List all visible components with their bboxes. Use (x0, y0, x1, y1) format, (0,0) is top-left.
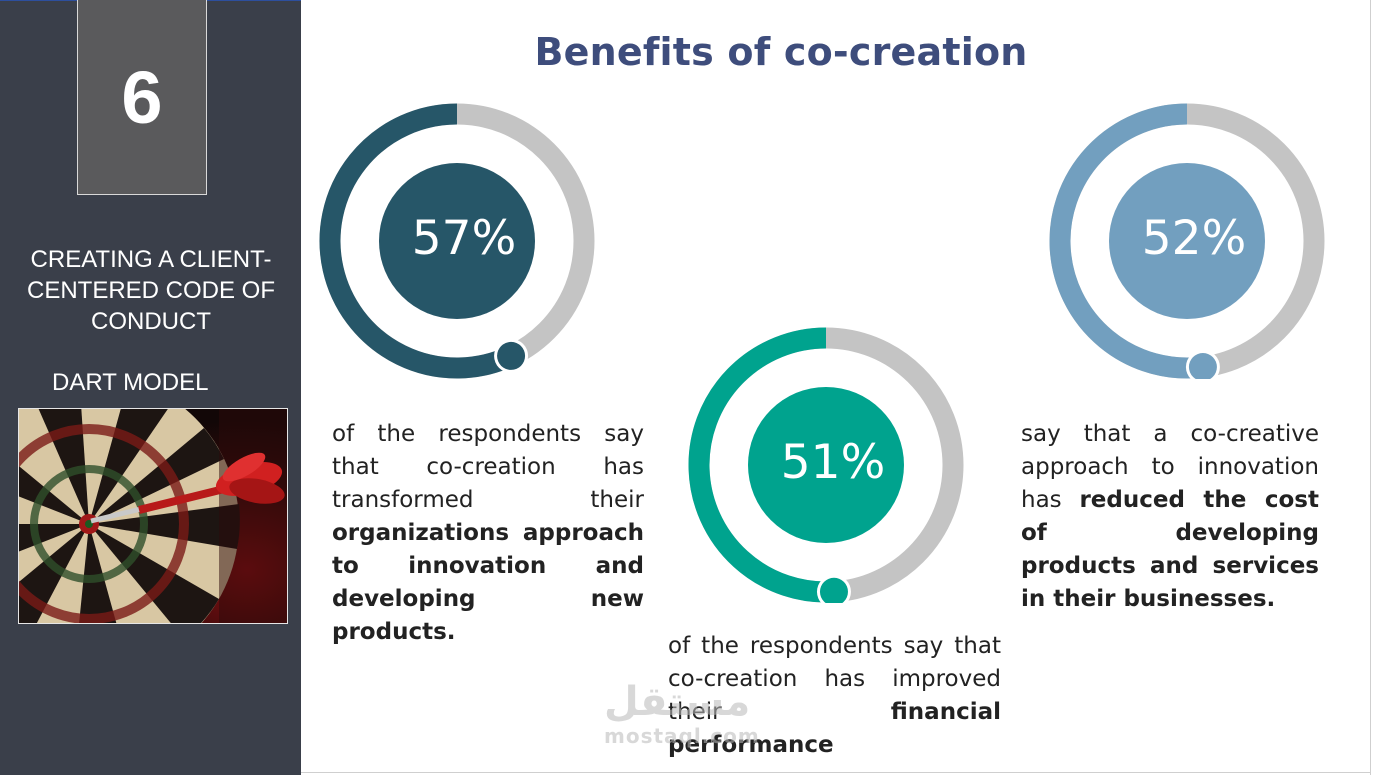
ring-progress-arc (688, 327, 835, 603)
donut-chart-51 (688, 327, 964, 603)
donut-chart-52 (1049, 103, 1325, 379)
stat-text-bold: reduced the cost of developing products … (1021, 487, 1319, 612)
stat-text-plain: of the respondents say that co-creation … (668, 633, 1001, 725)
ring-end-knob (497, 341, 526, 370)
slide-right-border (1370, 0, 1371, 775)
stat-percent-57: 57% (411, 211, 517, 266)
ring-center-disc (379, 163, 535, 319)
donut-svg (1049, 103, 1325, 379)
stat-text-plain: of the respondents say that co-creation … (332, 421, 644, 513)
slide-bottom-border (301, 772, 1371, 773)
sidebar-title: CREATING A CLIENT-CENTERED CODE OF CONDU… (26, 246, 275, 335)
stat-text-plain: say that a co-creative approach to innov… (1021, 421, 1319, 513)
ring-center-disc (1109, 163, 1265, 319)
dartboard-icon (18, 408, 288, 624)
ring-progress-arc (319, 103, 516, 379)
sidebar: 6 CREATING A CLIENT-CENTERED CODE OF CON… (0, 0, 301, 775)
stat-percent-52: 52% (1141, 211, 1247, 266)
stat-text-bold: financial performance (668, 699, 1001, 758)
donut-svg (319, 103, 595, 379)
slide-number-box: 6 (77, 0, 207, 195)
ring-progress-arc (1049, 103, 1205, 379)
page-title: Benefits of co-creation (534, 30, 1028, 74)
stat-description-57: of the respondents say that co-creation … (332, 418, 644, 649)
slide-number: 6 (121, 55, 163, 139)
watermark-arabic: مستقل (604, 679, 751, 725)
watermark: مستقل mostaql.com (604, 680, 760, 748)
watermark-latin: mostaql.com (604, 724, 760, 748)
stat-description-51: of the respondents say that co-creation … (668, 630, 1001, 762)
ring-end-knob (1188, 353, 1217, 379)
ring-end-knob (819, 577, 848, 603)
stat-description-52: say that a co-creative approach to innov… (1021, 418, 1319, 616)
donut-svg (688, 327, 964, 603)
ring-center-disc (748, 387, 904, 543)
donut-chart-57 (319, 103, 595, 379)
stat-text-bold: organizations approach to innovation and… (332, 520, 644, 645)
model-label: DART MODEL (52, 369, 209, 396)
stat-percent-51: 51% (780, 435, 886, 490)
